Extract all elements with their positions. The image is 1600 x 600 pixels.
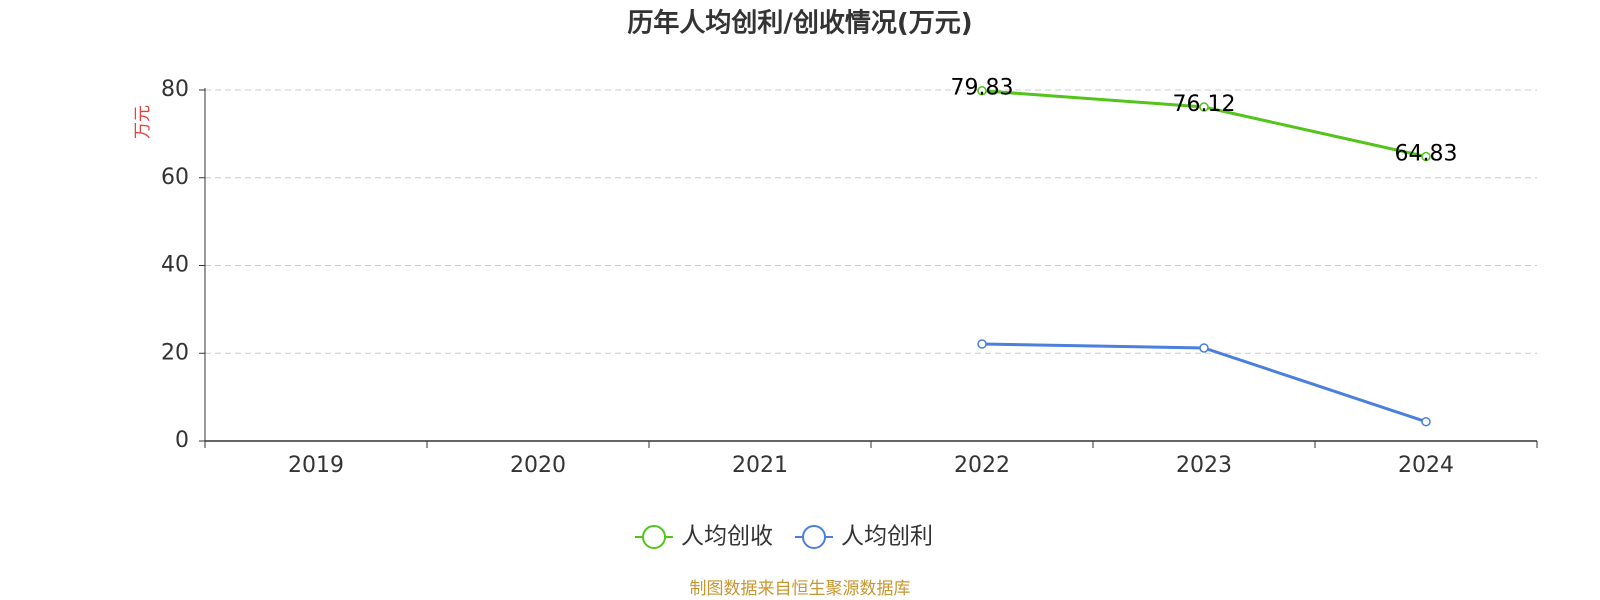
x-tick-label: 2021 bbox=[732, 453, 788, 478]
x-tick-label: 2019 bbox=[288, 453, 344, 478]
legend-label: 人均创收 bbox=[681, 524, 773, 550]
y-tick-label: 60 bbox=[161, 165, 189, 190]
data-point bbox=[977, 85, 987, 96]
data-point bbox=[1199, 102, 1209, 112]
source-note: 制图数据来自恒生聚源数据库 bbox=[690, 579, 911, 599]
chart-title: 历年人均创利/创收情况(万元) bbox=[627, 8, 972, 39]
legend-swatch bbox=[642, 525, 666, 549]
y-tick-label: 0 bbox=[175, 428, 189, 453]
x-tick-label: 2020 bbox=[510, 453, 566, 478]
data-point bbox=[1421, 151, 1431, 162]
y-tick-label: 20 bbox=[161, 340, 189, 365]
data-label: 76.12 bbox=[1173, 92, 1236, 117]
y-tick-label: 40 bbox=[161, 253, 189, 278]
data-point bbox=[1199, 343, 1209, 353]
data-label: 64.83 bbox=[1395, 142, 1458, 167]
y-tick-label: 80 bbox=[161, 77, 189, 102]
legend-swatch bbox=[802, 525, 826, 549]
x-tick-label: 2023 bbox=[1176, 453, 1232, 478]
y-axis-label: 万元 bbox=[133, 105, 153, 139]
data-point bbox=[1421, 416, 1431, 427]
data-point bbox=[977, 339, 987, 349]
x-tick-label: 2022 bbox=[954, 453, 1010, 478]
series-line bbox=[981, 342, 1427, 424]
x-tick-label: 2024 bbox=[1398, 453, 1454, 478]
legend-label: 人均创利 bbox=[841, 524, 933, 550]
data-label: 79.83 bbox=[951, 76, 1014, 101]
